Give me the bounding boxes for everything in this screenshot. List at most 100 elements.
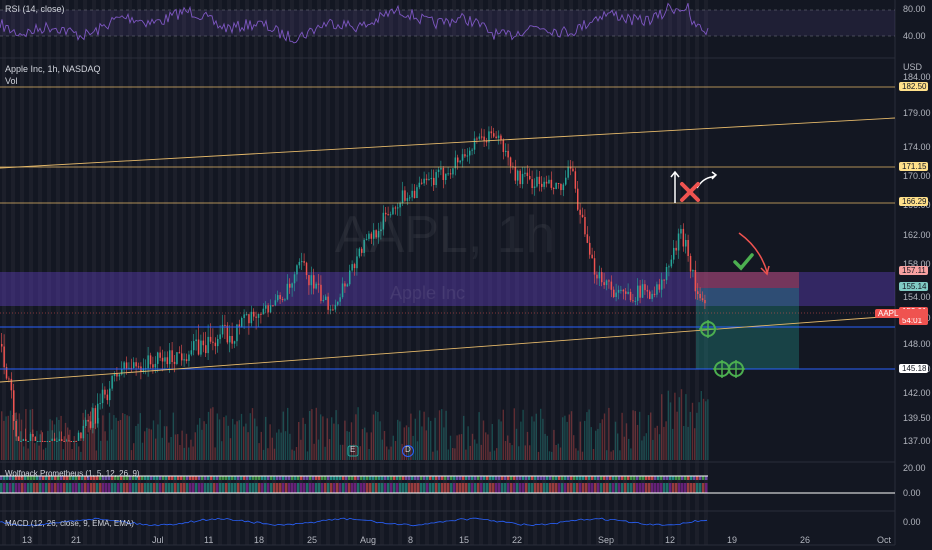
- candle: [584, 217, 586, 235]
- candle: [185, 359, 188, 361]
- candle: [507, 150, 509, 158]
- candle: [557, 183, 560, 184]
- candle: [610, 281, 613, 290]
- candle: [406, 198, 409, 201]
- indicator-tick-label: 80.00: [903, 4, 926, 14]
- candle: [593, 258, 596, 275]
- event-marker-label[interactable]: E: [350, 445, 356, 454]
- candle: [625, 291, 627, 294]
- candle: [17, 436, 20, 441]
- candle: [243, 314, 245, 318]
- time-tick-label: Jul: [152, 535, 164, 545]
- candle: [622, 289, 625, 292]
- stop-loss-box: [696, 272, 799, 288]
- candle: [646, 290, 649, 292]
- candle: [257, 313, 260, 318]
- chart-title: Apple Inc, 1h, NASDAQ: [5, 64, 101, 74]
- candle: [572, 168, 574, 172]
- candle: [262, 308, 265, 315]
- candle: [125, 362, 128, 370]
- candle: [68, 440, 70, 442]
- candle: [188, 354, 190, 361]
- candle: [639, 285, 641, 298]
- candle: [365, 238, 368, 240]
- candle: [109, 388, 111, 401]
- candle: [457, 157, 459, 163]
- candle: [495, 136, 497, 138]
- candle: [41, 441, 44, 442]
- candle: [682, 228, 685, 247]
- candle: [142, 368, 145, 372]
- candle: [1, 344, 3, 347]
- candle: [159, 352, 161, 358]
- candle: [469, 150, 471, 156]
- time-tick-label: 25: [307, 535, 318, 545]
- candle: [603, 282, 605, 286]
- candle: [397, 207, 399, 209]
- candle: [447, 173, 449, 175]
- candle: [673, 247, 675, 260]
- candle: [101, 389, 104, 404]
- candle: [449, 173, 452, 175]
- candle: [538, 176, 541, 184]
- indicator-tick-label: 40.00: [903, 31, 926, 41]
- candle: [656, 284, 658, 295]
- candle: [413, 190, 416, 198]
- upper-trendline: [0, 117, 896, 169]
- candle: [382, 212, 385, 230]
- time-tick-label: 21: [71, 535, 82, 545]
- candle: [229, 336, 231, 343]
- candle: [233, 341, 236, 344]
- candle: [25, 439, 27, 441]
- candle: [555, 183, 557, 189]
- candle: [514, 167, 517, 181]
- candle: [224, 324, 226, 326]
- candle: [46, 441, 49, 442]
- earnings-marker-icon: [347, 445, 359, 457]
- candle: [651, 293, 653, 299]
- lower-trendline: [0, 315, 896, 383]
- candle: [596, 274, 598, 279]
- candle: [658, 284, 661, 290]
- candle: [377, 231, 380, 238]
- rsi-panel: [0, 2, 895, 44]
- candle: [253, 311, 255, 317]
- candle: [464, 154, 466, 157]
- watermark-name: Apple Inc: [390, 283, 466, 303]
- candle: [637, 285, 639, 301]
- candle: [212, 341, 214, 343]
- candle: [574, 171, 577, 189]
- candle: [301, 261, 303, 263]
- candle: [409, 197, 411, 199]
- candle: [137, 366, 140, 368]
- candle: [337, 301, 339, 305]
- candle: [279, 295, 281, 299]
- candle: [308, 275, 310, 286]
- candle: [644, 284, 646, 291]
- candles: [1, 126, 706, 442]
- candle: [615, 292, 617, 297]
- candle: [661, 279, 663, 290]
- candle: [663, 279, 665, 281]
- candle: [32, 434, 34, 437]
- candle: [113, 373, 116, 376]
- candle: [34, 436, 37, 441]
- candle: [353, 264, 356, 269]
- candle: [423, 178, 425, 184]
- candle: [670, 259, 673, 267]
- candle: [65, 440, 68, 442]
- candle: [529, 176, 531, 180]
- candle: [569, 166, 572, 169]
- candle: [97, 403, 99, 424]
- indicator-tick-label: 0.00: [903, 488, 921, 498]
- candle: [75, 441, 77, 442]
- candle: [404, 190, 406, 201]
- candle: [411, 190, 413, 198]
- candle: [173, 361, 176, 364]
- price-tick-label: 139.50: [903, 413, 931, 423]
- event-marker-label[interactable]: D: [405, 445, 411, 454]
- candle: [209, 336, 212, 342]
- price-badge: 171.15: [899, 162, 928, 171]
- price-tick-label: 158.00: [903, 259, 931, 269]
